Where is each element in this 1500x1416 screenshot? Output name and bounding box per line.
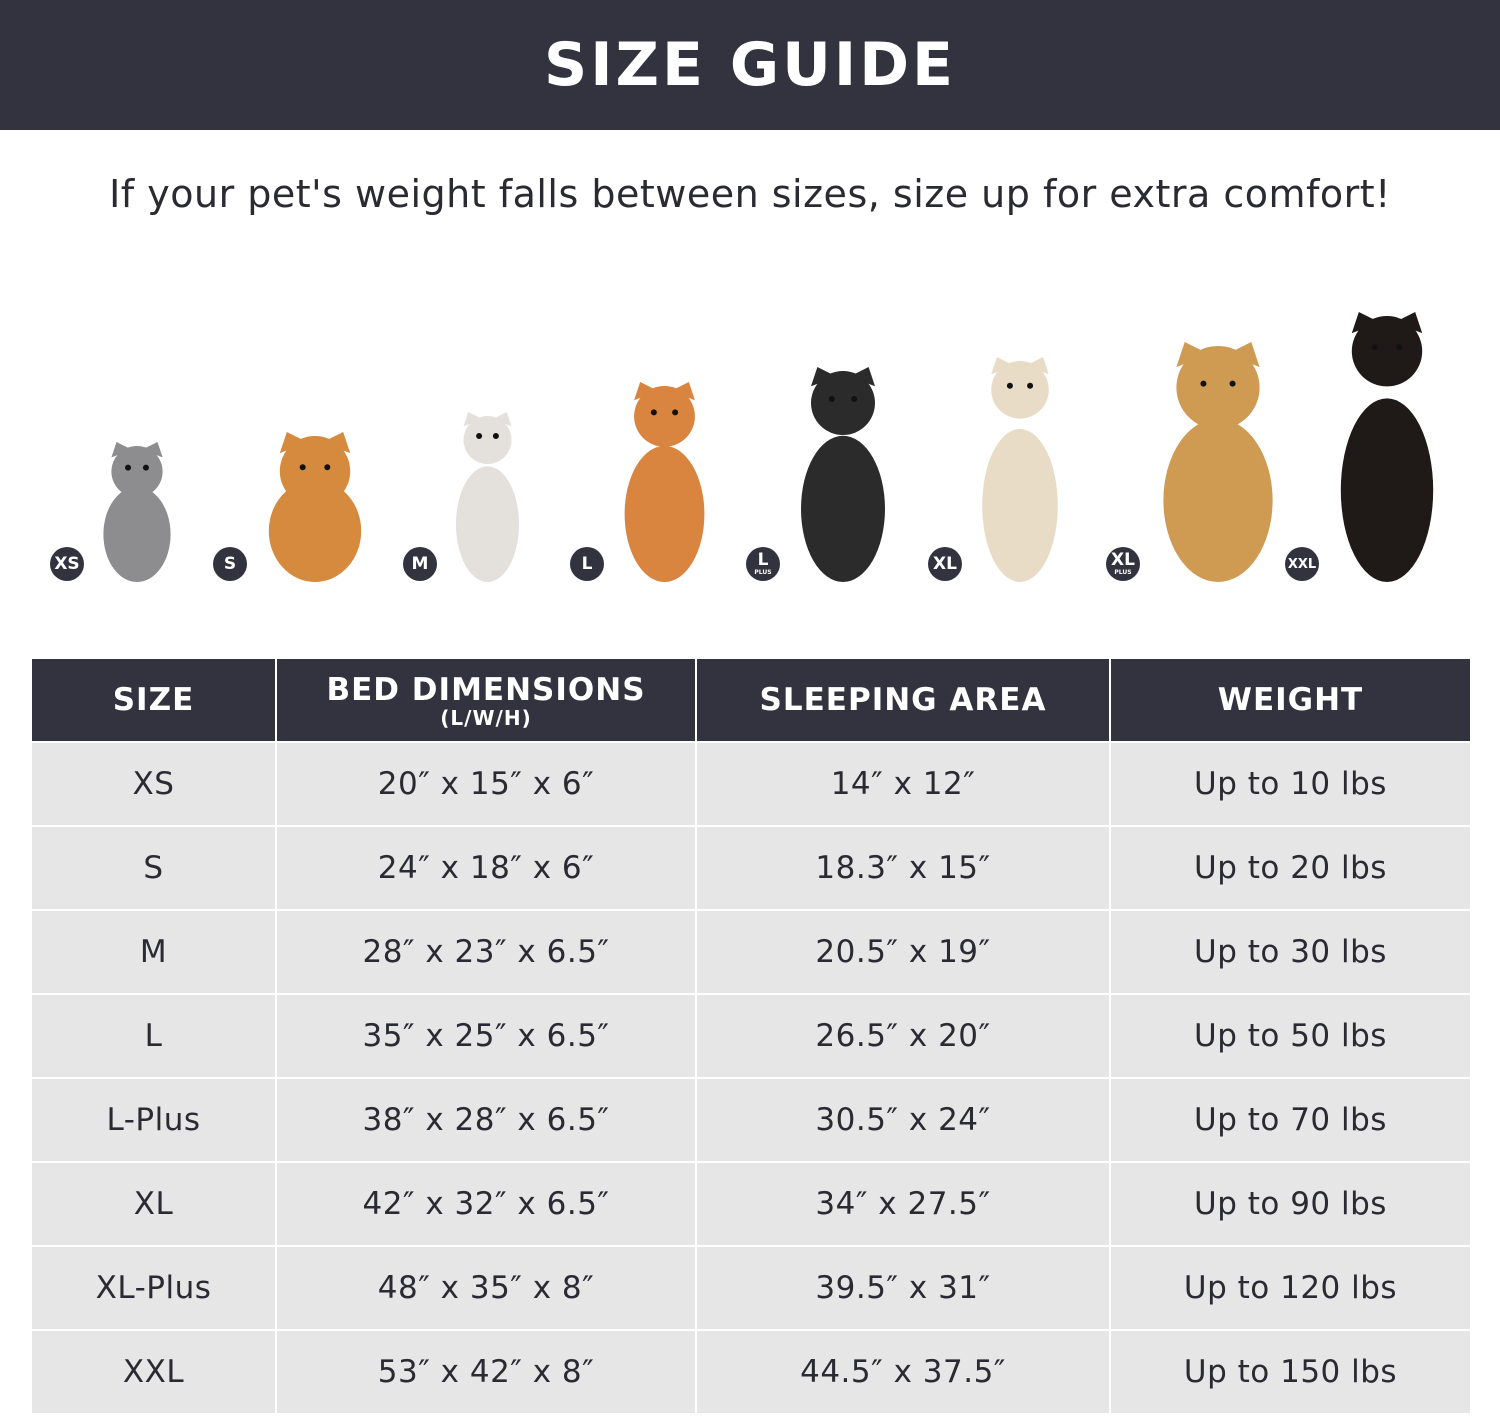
cell-sleeping-area: 30.5″ x 24″ — [695, 1077, 1111, 1163]
border-collie-image — [793, 367, 893, 582]
cell-sleeping-area: 20.5″ x 19″ — [695, 909, 1111, 995]
size-badge: XL PLUS — [1106, 547, 1140, 581]
cell-bed-dimensions: 53″ x 42″ x 8″ — [275, 1329, 697, 1415]
table-row: XL 42″ x 32″ x 6.5″ 34″ x 27.5″ Up to 90 lb… — [30, 1161, 1472, 1247]
cell-weight: Up to 120 lbs — [1109, 1245, 1472, 1331]
cell-weight: Up to 30 lbs — [1109, 909, 1472, 995]
cell-size: S — [30, 825, 277, 911]
header-weight: WEIGHT — [1109, 659, 1472, 742]
cell-size: XS — [30, 741, 277, 827]
cell-bed-dimensions: 28″ x 23″ x 6.5″ — [275, 909, 697, 995]
cell-weight: Up to 90 lbs — [1109, 1161, 1472, 1247]
pomeranian-image — [260, 432, 370, 582]
cell-weight: Up to 150 lbs — [1109, 1329, 1472, 1415]
size-badge-label: L — [757, 550, 769, 570]
cell-weight: Up to 20 lbs — [1109, 825, 1472, 911]
header-sleeping-area: SLEEPING AREA — [695, 659, 1111, 742]
size-table: SIZE BED DIMENSIONS (L/W/H) SLEEPING AREA… — [30, 659, 1472, 1415]
size-badge-plus: PLUS — [754, 569, 772, 576]
cell-sleeping-area: 14″ x 12″ — [695, 741, 1111, 827]
cat-image — [97, 442, 177, 582]
size-badge-label: XL — [1111, 550, 1135, 570]
size-badge-plus: PLUS — [1114, 569, 1132, 576]
cell-bed-dimensions: 24″ x 18″ x 6″ — [275, 825, 697, 911]
cell-size: XXL — [30, 1329, 277, 1415]
cell-sleeping-area: 34″ x 27.5″ — [695, 1161, 1111, 1247]
shiba-inu-image — [617, 382, 712, 582]
cell-weight: Up to 70 lbs — [1109, 1077, 1472, 1163]
table-row: S 24″ x 18″ x 6″ 18.3″ x 15″ Up to 20 lbs — [30, 825, 1472, 911]
table-row: L 35″ x 25″ x 6.5″ 26.5″ x 20″ Up to 50 lbs — [30, 993, 1472, 1079]
size-badge-label: XXL — [1287, 556, 1317, 572]
golden-retriever-image — [1153, 342, 1283, 582]
cell-bed-dimensions: 35″ x 25″ x 6.5″ — [275, 993, 697, 1079]
cell-size: L — [30, 993, 277, 1079]
cell-sleeping-area: 39.5″ x 31″ — [695, 1245, 1111, 1331]
size-badge: L PLUS — [746, 547, 780, 581]
cell-size: XL-Plus — [30, 1245, 277, 1331]
table-header-row: SIZE BED DIMENSIONS (L/W/H) SLEEPING AREA… — [30, 659, 1472, 742]
table-row: M 28″ x 23″ x 6.5″ 20.5″ x 19″ Up to 30 lbs — [30, 909, 1472, 995]
size-badge: XS — [50, 547, 84, 581]
size-badge: XL — [928, 547, 962, 581]
cell-size: L-Plus — [30, 1077, 277, 1163]
cell-sleeping-area: 18.3″ x 15″ — [695, 825, 1111, 911]
cell-bed-dimensions: 38″ x 28″ x 6.5″ — [275, 1077, 697, 1163]
french-bulldog-image — [450, 412, 525, 582]
labrador-image — [975, 357, 1065, 582]
cell-weight: Up to 50 lbs — [1109, 993, 1472, 1079]
header-bed-dimensions: BED DIMENSIONS (L/W/H) — [275, 659, 697, 742]
header-bed-dimensions-label: BED DIMENSIONS — [326, 672, 646, 708]
page-title: SIZE GUIDE — [543, 30, 956, 100]
header-bed-dimensions-sub: (L/W/H) — [440, 706, 532, 730]
cell-weight: Up to 10 lbs — [1109, 741, 1472, 827]
cell-bed-dimensions: 20″ x 15″ x 6″ — [275, 741, 697, 827]
size-badge: XXL — [1285, 547, 1319, 581]
cell-size: M — [30, 909, 277, 995]
table-row: XL-Plus 48″ x 35″ x 8″ 39.5″ x 31″ Up to 12… — [30, 1245, 1472, 1331]
cell-sleeping-area: 26.5″ x 20″ — [695, 993, 1111, 1079]
cell-size: XL — [30, 1161, 277, 1247]
size-badge-label: S — [223, 553, 237, 574]
size-badge-label: M — [411, 553, 429, 574]
title-banner: SIZE GUIDE — [0, 0, 1500, 130]
size-badge: M — [403, 547, 437, 581]
cell-bed-dimensions: 42″ x 32″ x 6.5″ — [275, 1161, 697, 1247]
table-row: XXL 53″ x 42″ x 8″ 44.5″ x 37.5″ Up to 150 … — [30, 1329, 1472, 1415]
size-badge: S — [213, 547, 247, 581]
size-badge-label: XL — [933, 553, 957, 574]
size-badge-label: L — [581, 553, 593, 574]
size-badge: L — [570, 547, 604, 581]
table-row: XS 20″ x 15″ x 6″ 14″ x 12″ Up to 10 lbs — [30, 741, 1472, 827]
doberman-image — [1332, 312, 1442, 582]
cell-bed-dimensions: 48″ x 35″ x 8″ — [275, 1245, 697, 1331]
size-badge-label: XS — [54, 553, 80, 574]
header-size: SIZE — [30, 659, 277, 742]
subtitle: If your pet's weight falls between sizes… — [109, 172, 1391, 216]
cell-sleeping-area: 44.5″ x 37.5″ — [695, 1329, 1111, 1415]
table-row: L-Plus 38″ x 28″ x 6.5″ 30.5″ x 24″ Up to 7… — [30, 1077, 1472, 1163]
